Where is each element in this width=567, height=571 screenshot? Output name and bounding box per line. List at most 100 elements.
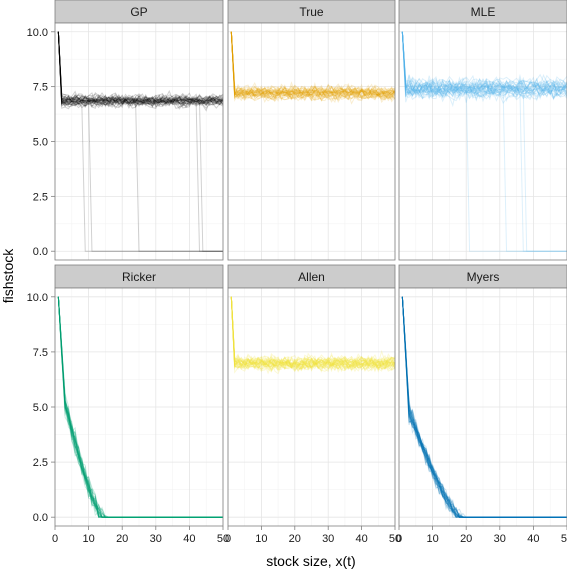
- series-line-true-18: [230, 31, 396, 102]
- series-line-true-34: [230, 31, 396, 105]
- series-line-allen-1: [230, 296, 396, 368]
- series-line-ricker-12: [57, 296, 223, 518]
- series-line-gp-27: [57, 31, 224, 109]
- series-line-allen-20: [230, 296, 396, 372]
- y-tick-label: 5.0: [33, 137, 48, 149]
- series-line-allen-10: [230, 296, 396, 371]
- series-line-gp-21: [57, 31, 224, 104]
- series-line-mle-34: [401, 31, 567, 100]
- x-axis-title: stock size, x(t): [266, 553, 355, 569]
- series-line-mle-30: [401, 31, 567, 95]
- series-line-gp-32: [57, 31, 224, 105]
- series-line-ricker-14: [57, 296, 223, 518]
- series-line-mle-5: [401, 31, 567, 96]
- x-tick-label: 0: [396, 533, 402, 545]
- series-line-allen-31: [230, 296, 396, 370]
- series-line-gp-34: [57, 31, 224, 107]
- series-line-mle-8: [401, 31, 567, 96]
- series-line-myers-2: [401, 296, 567, 518]
- series-line-true-0: [230, 31, 396, 102]
- y-tick-label: 10.0: [27, 27, 48, 39]
- series-line-ricker-15: [57, 296, 223, 518]
- series-line-myers-31: [401, 296, 567, 518]
- series-line-mle-23: [401, 31, 567, 252]
- series-line-allen-23: [230, 296, 396, 371]
- series-line-myers-7: [401, 296, 567, 518]
- x-tick-label: 50: [217, 533, 229, 545]
- series-line-allen-0: [230, 296, 396, 370]
- series-line-true-23: [230, 31, 396, 101]
- series-line-ricker-2: [57, 296, 223, 518]
- series-line-myers-33: [401, 296, 567, 518]
- series-line-ricker-4: [57, 296, 223, 518]
- series-line-ricker-23: [57, 296, 223, 518]
- series-line-ricker-17: [57, 296, 223, 518]
- series-line-mle-3: [401, 31, 567, 108]
- series-line-allen-19: [230, 296, 396, 375]
- x-tick-label: 30: [150, 533, 162, 545]
- series-line-allen-30: [230, 296, 396, 373]
- series-line-true-1: [230, 31, 396, 99]
- series-line-myers-0: [401, 296, 567, 518]
- series-line-gp-17: [57, 31, 224, 106]
- series-line-true-30: [230, 31, 396, 102]
- x-tick-label: 20: [460, 533, 472, 545]
- facet-label-myers: Myers: [467, 270, 500, 284]
- y-axis-title: fishstock: [0, 248, 16, 303]
- series-line-mle-15: [401, 31, 567, 100]
- series-line-myers-24: [401, 296, 567, 518]
- panel-border: [227, 287, 396, 527]
- series-line-true-17: [230, 31, 396, 97]
- series-line-gp-22: [57, 31, 224, 110]
- y-tick-label: 2.5: [33, 457, 48, 469]
- series-line-true-8: [230, 31, 396, 100]
- series-line-mle-28: [401, 31, 567, 100]
- series-line-allen-33: [230, 296, 396, 368]
- series-line-gp-25: [57, 31, 224, 107]
- series-line-ricker-6: [57, 296, 223, 518]
- y-tick-label: 5.0: [33, 402, 48, 414]
- series-line-allen-11: [230, 296, 396, 371]
- series-line-gp-1: [57, 31, 224, 112]
- series-line-true-7: [230, 31, 396, 98]
- series-line-myers-27: [401, 296, 567, 518]
- series-line-mle-26: [401, 31, 567, 93]
- series-line-mle-12: [401, 31, 567, 98]
- x-tick-label: 30: [322, 533, 334, 545]
- series-line-allen-9: [230, 296, 396, 371]
- series-line-true-32: [230, 31, 396, 104]
- series-line-mle-29: [401, 31, 567, 100]
- series-line-allen-27: [230, 296, 396, 372]
- series-line-myers-11: [401, 296, 567, 518]
- series-line-true-29: [230, 31, 396, 97]
- series-line-true-22: [230, 31, 396, 100]
- series-line-myers-32: [401, 296, 567, 518]
- series-line-gp-5: [57, 31, 224, 105]
- facet-panels: GP 0.0 2.5 5.0 7.5 10.0 True MLE Ricker 0.0 2.5 5.0…: [27, 0, 567, 545]
- series-ricker: [57, 296, 223, 518]
- x-tick-label: 40: [183, 533, 195, 545]
- series-line-ricker-25: [57, 296, 223, 518]
- series-line-mle-17: [401, 31, 567, 101]
- x-tick-label: 20: [116, 533, 128, 545]
- series-line-ricker-28: [57, 296, 223, 518]
- series-line-ricker-29: [57, 296, 223, 518]
- series-line-myers-8: [401, 296, 567, 518]
- y-tick-label: 2.5: [33, 191, 48, 203]
- series-line-mle-10: [401, 31, 567, 103]
- series-line-mle-0: [401, 31, 567, 101]
- series-line-allen-3: [230, 296, 396, 372]
- series-line-myers-9: [401, 296, 567, 518]
- series-line-true-25: [230, 31, 396, 97]
- panel-mle: MLE: [398, 0, 567, 261]
- series-true: [230, 31, 396, 105]
- series-line-allen-16: [230, 296, 396, 368]
- panel-allen: Allen 0 10 20 30 40 50: [225, 264, 401, 545]
- series-line-true-6: [230, 31, 396, 103]
- series-line-myers-23: [401, 296, 567, 518]
- series-line-allen-28: [230, 296, 396, 370]
- x-tick-label: 10: [426, 533, 438, 545]
- series-line-true-16: [230, 31, 396, 99]
- series-line-mle-27: [401, 31, 567, 100]
- series-line-ricker-21: [57, 296, 223, 518]
